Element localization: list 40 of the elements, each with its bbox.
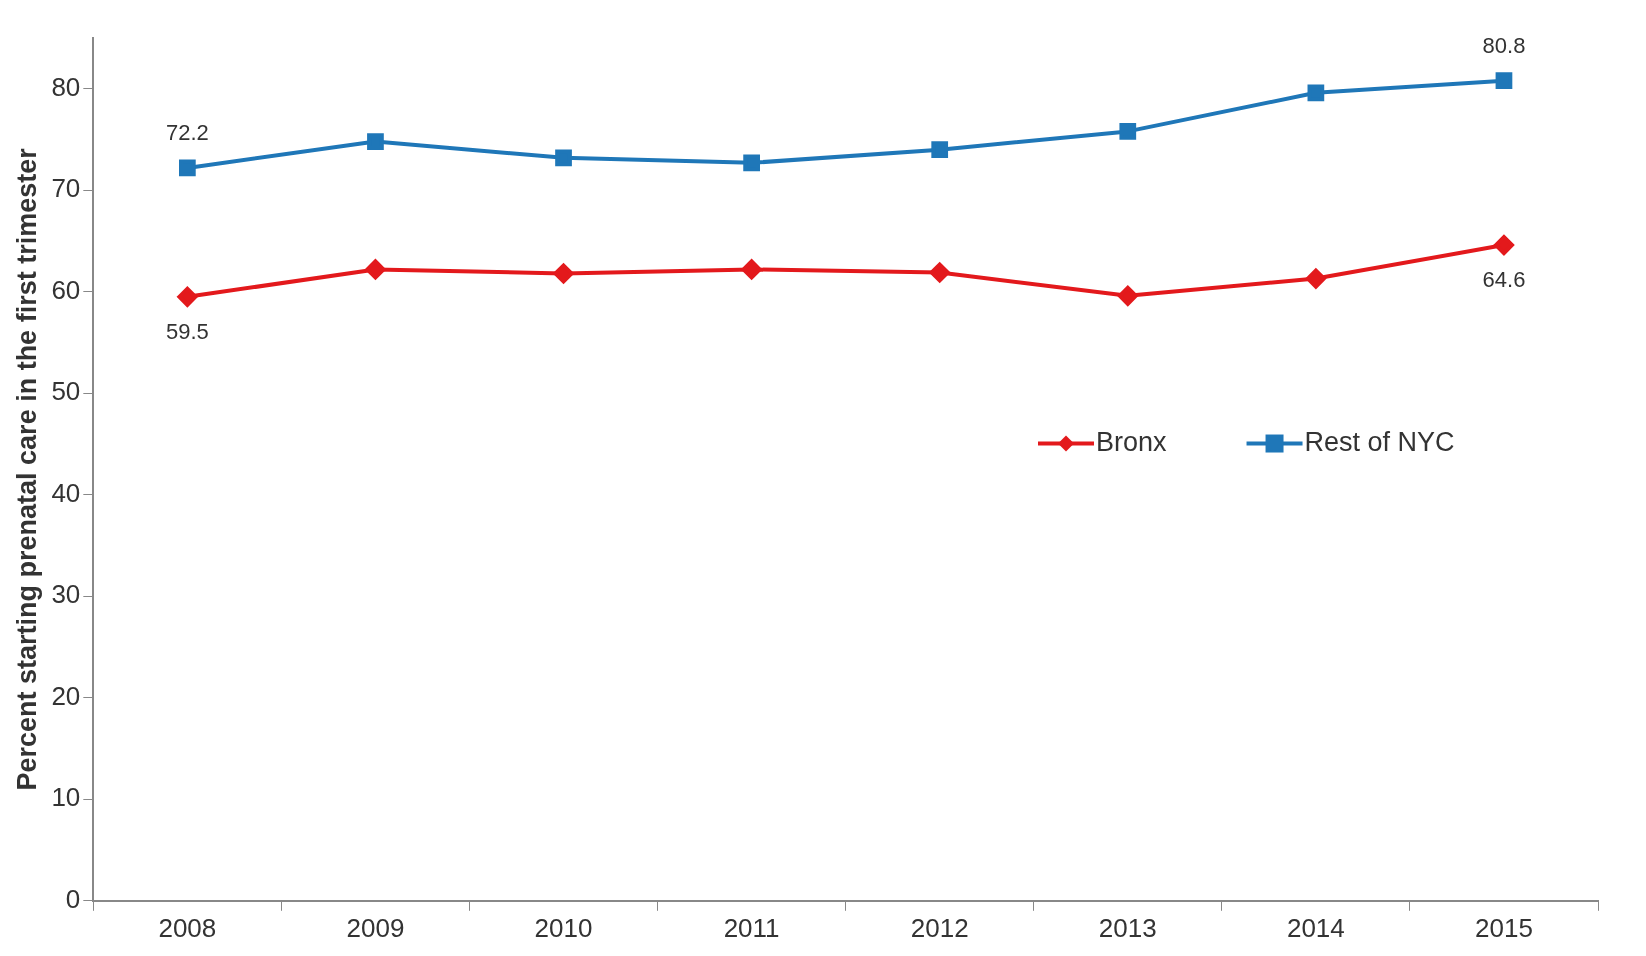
x-tick-label: 2015: [1475, 912, 1533, 943]
y-tick-label: 20: [51, 680, 81, 711]
point: [743, 154, 760, 172]
x-tick-label: 2011: [723, 912, 780, 943]
point: [1117, 285, 1138, 306]
y-tick-label: 0: [65, 883, 81, 914]
y-tick-label: 10: [51, 782, 81, 813]
point: [365, 259, 386, 280]
x-tick-label: 2012: [910, 912, 969, 943]
y-tick-label: 40: [51, 477, 81, 508]
point: [1305, 268, 1326, 289]
y-tick-label: 50: [51, 376, 81, 407]
point: [931, 141, 949, 159]
point: [177, 286, 198, 307]
data-label: 80.8: [1482, 32, 1526, 58]
point: [555, 149, 572, 167]
data-label: 59.5: [165, 318, 209, 344]
x-tick-label: 2008: [158, 912, 217, 943]
x-tick-label: 2014: [1286, 912, 1345, 943]
y-tick-label: 80: [51, 71, 81, 102]
y-tick-label: 30: [51, 579, 81, 610]
y-tick-label: 60: [51, 274, 81, 305]
data-label: 72.2: [165, 119, 209, 145]
point: [741, 259, 762, 280]
point: [179, 159, 196, 177]
point: [367, 133, 384, 150]
y-axis-title: Percent starting prenatal care in the first trimester: [11, 147, 42, 791]
x-tick-label: 2010: [534, 912, 593, 943]
x-tick-label: 2013: [1098, 912, 1157, 943]
point: [553, 263, 574, 284]
point: [1119, 123, 1137, 140]
point: [1307, 84, 1325, 102]
point: [1493, 235, 1514, 256]
point: [1495, 72, 1513, 89]
x-tick-label: 2009: [346, 912, 405, 943]
y-tick-label: 70: [51, 173, 81, 204]
legend-label: Rest of NYC: [1304, 426, 1455, 457]
data-label: 64.6: [1482, 267, 1526, 293]
point: [929, 262, 950, 283]
legend-label: Bronx: [1096, 426, 1168, 457]
